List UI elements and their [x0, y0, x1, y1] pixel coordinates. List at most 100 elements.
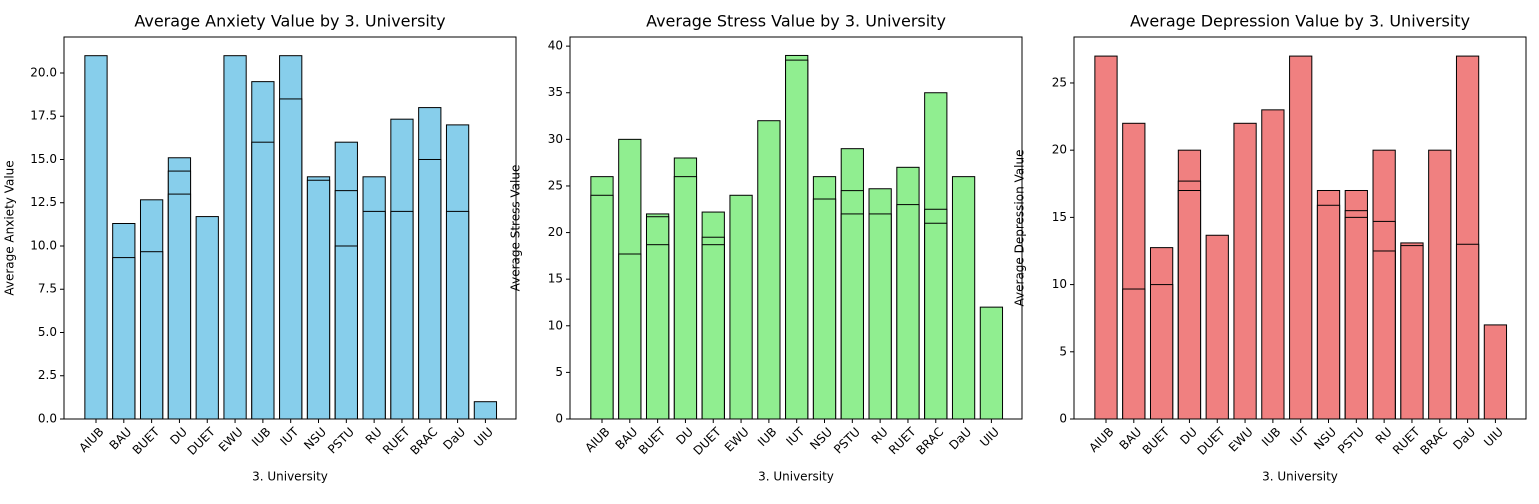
- bar: [757, 120, 781, 420]
- bar: [167, 193, 192, 420]
- bar: [473, 401, 498, 420]
- y-axis-label: Average Stress Value: [509, 165, 523, 292]
- bar: [1428, 149, 1452, 420]
- bar: [896, 204, 920, 420]
- y-tick-label: 5: [1059, 344, 1067, 358]
- axes: Average Depression Value by 3. Universit…: [1013, 12, 1527, 484]
- chart-title: Average Stress Value by 3. University: [646, 12, 946, 31]
- x-tick-label: EWU: [216, 425, 246, 455]
- y-tick-label: 17.5: [30, 109, 57, 123]
- bar: [951, 176, 976, 420]
- x-tick-label: RU: [363, 425, 385, 447]
- bar: [195, 216, 219, 420]
- y-tick-label: 10.0: [30, 238, 57, 252]
- x-tick-label: RUET: [1390, 424, 1423, 457]
- bar: [785, 59, 809, 420]
- x-tick-label: UIU: [471, 425, 496, 450]
- bar: [445, 210, 470, 420]
- bar: [1233, 122, 1257, 420]
- x-tick-label: PSTU: [831, 425, 863, 457]
- x-tick-label: DU: [673, 425, 696, 448]
- bar: [279, 98, 303, 420]
- bar: [251, 141, 275, 420]
- x-axis-label: 3. University: [252, 470, 328, 484]
- bar: [1261, 109, 1285, 420]
- bar: [223, 55, 247, 420]
- bar: [334, 245, 358, 420]
- axes: Average Stress Value by 3. University 0 5 1…: [509, 12, 1023, 484]
- bar: [645, 244, 670, 420]
- x-tick-label: IUB: [755, 425, 779, 449]
- x-tick-label: BRAC: [914, 425, 947, 458]
- x-tick-label: RU: [869, 425, 891, 447]
- bar: [924, 222, 948, 420]
- bar: [1289, 55, 1313, 420]
- x-tick-label: BUET: [636, 424, 669, 457]
- y-tick-label: 20.0: [30, 65, 57, 79]
- y-tick-label: 35: [548, 85, 563, 99]
- x-tick-label: EWU: [1226, 425, 1256, 455]
- y-tick-label: 20: [1052, 143, 1067, 157]
- x-tick-label: DU: [1177, 425, 1200, 448]
- x-tick-label: DUET: [185, 424, 219, 458]
- x-tick-label: DaU: [440, 425, 468, 453]
- y-tick-label: 25: [548, 178, 563, 192]
- y-tick-label: 0: [1059, 412, 1067, 426]
- x-tick-label: PSTU: [325, 425, 357, 457]
- x-tick-label: DaU: [946, 425, 974, 453]
- bar: [1455, 243, 1480, 420]
- bar: [979, 306, 1004, 420]
- x-tick-label: IUT: [1287, 424, 1311, 448]
- x-tick-label: DUET: [691, 424, 725, 458]
- x-tick-label: IUT: [783, 424, 807, 448]
- x-tick-label: DUET: [1195, 424, 1229, 458]
- x-axis-label: 3. University: [758, 470, 834, 484]
- bar: [1483, 324, 1508, 420]
- chart-title: Average Depression Value by 3. Universit…: [1130, 12, 1470, 31]
- bar: [390, 210, 414, 420]
- y-tick-label: 5.0: [38, 325, 57, 339]
- x-tick-label: DU: [167, 425, 190, 448]
- y-tick-label: 12.5: [30, 195, 57, 209]
- bar: [1205, 234, 1229, 420]
- y-axis-label: Average Depression Value: [1013, 150, 1027, 307]
- axes-frame: [63, 36, 517, 420]
- y-axis-label: Average Anxiety Value: [3, 160, 17, 295]
- x-tick-label: BRAC: [408, 425, 441, 458]
- y-tick-label: 20: [548, 225, 563, 239]
- x-tick-label: IUB: [1259, 425, 1283, 449]
- bar: [729, 194, 753, 420]
- y-tick-label: 0: [555, 412, 563, 426]
- y-tick-label: 30: [548, 132, 563, 146]
- y-tick-label: 0.0: [38, 412, 57, 426]
- x-tick-label: AIUB: [582, 425, 612, 455]
- bar: [84, 55, 108, 420]
- axes-frame: [569, 36, 1023, 420]
- x-tick-label: IUT: [277, 424, 301, 448]
- bar: [1122, 288, 1146, 420]
- bar: [701, 244, 725, 420]
- y-tick-label: 15: [548, 272, 563, 286]
- x-tick-label: AIUB: [76, 425, 106, 455]
- bar: [868, 213, 892, 420]
- bar: [1094, 55, 1118, 420]
- x-tick-label: UIU: [1481, 425, 1506, 450]
- y-tick-label: 15: [1052, 210, 1067, 224]
- x-tick-label: NSU: [807, 425, 835, 453]
- y-tick-label: 40: [548, 39, 563, 53]
- bar: [618, 253, 642, 420]
- y-tick-label: 10: [1052, 277, 1067, 291]
- bar: [418, 158, 442, 420]
- x-tick-label: DaU: [1450, 425, 1478, 453]
- bar: [112, 257, 136, 420]
- x-tick-label: UIU: [977, 425, 1002, 450]
- y-tick-label: 15.0: [30, 152, 57, 166]
- bar: [673, 176, 698, 420]
- y-tick-label: 5: [555, 365, 563, 379]
- bar: [1316, 204, 1341, 420]
- x-tick-label: IUB: [249, 425, 273, 449]
- bar: [590, 194, 614, 420]
- bar: [362, 210, 386, 420]
- x-tick-label: RU: [1373, 425, 1395, 447]
